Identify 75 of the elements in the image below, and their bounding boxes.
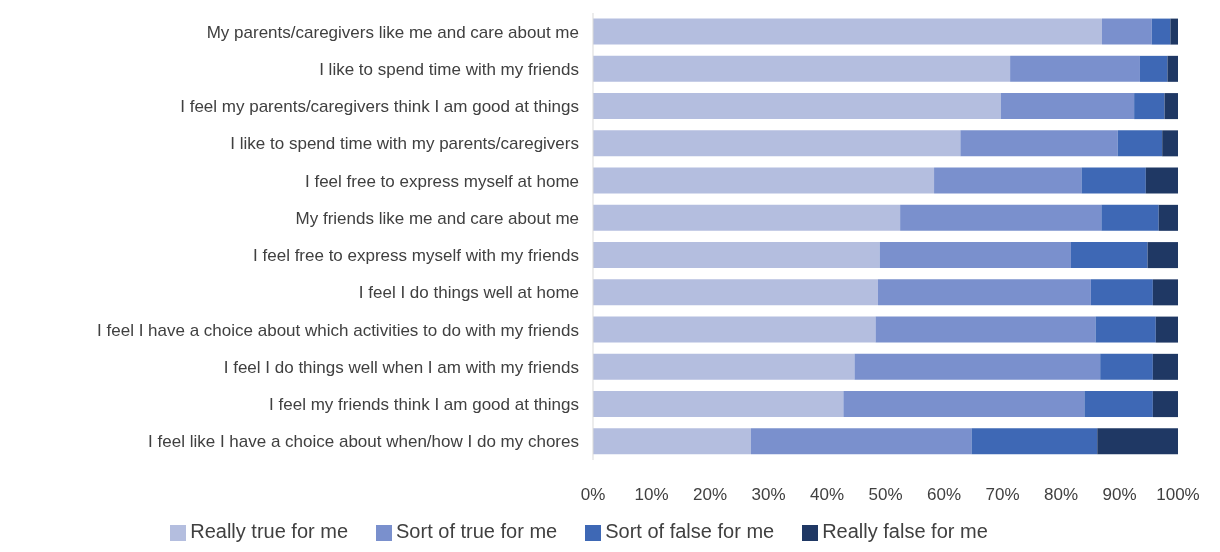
bar — [1010, 55, 1140, 82]
x-tick-label: 30% — [751, 485, 786, 505]
bar — [593, 130, 961, 157]
bar — [593, 93, 1001, 120]
x-tick-label: 50% — [868, 485, 903, 505]
x-tick-label: 0% — [580, 485, 606, 505]
bar — [1097, 428, 1178, 455]
bar — [1084, 391, 1153, 418]
bar — [593, 279, 878, 306]
y-tick-label: I feel free to express myself with my friends — [253, 246, 579, 266]
bar — [1151, 18, 1171, 45]
bar — [593, 204, 901, 231]
y-tick-label: I feel free to express myself at home — [304, 171, 579, 191]
bar — [1090, 279, 1153, 306]
y-tick-label: I feel I do things well at home — [358, 283, 579, 303]
y-tick-label: I feel my parents/caregivers think I am good at things — [180, 97, 579, 117]
x-tick-label: 60% — [926, 485, 962, 505]
bar — [1000, 93, 1135, 120]
x-tick-label: 70% — [985, 485, 1020, 505]
bar — [593, 316, 876, 343]
bar — [593, 242, 880, 269]
bar — [593, 391, 844, 418]
x-tick-label: 40% — [809, 485, 845, 505]
bar — [593, 353, 855, 380]
x-tick-label: 20% — [692, 485, 728, 505]
y-tick-label: I feel my friends think I am good at things — [269, 395, 579, 415]
bar — [1158, 204, 1178, 231]
y-tick-label: I feel like I have a choice about when/how I do my chores — [148, 432, 579, 452]
legend-label: Sort of true for me — [396, 520, 558, 542]
bar — [1101, 18, 1152, 45]
bar — [971, 428, 1098, 455]
bar — [879, 242, 1071, 269]
bar — [1162, 130, 1178, 157]
bar — [1095, 316, 1156, 343]
bar — [1139, 55, 1168, 82]
bar — [1145, 167, 1178, 194]
bar — [1170, 18, 1178, 45]
legend-label: Sort of false for me — [605, 520, 775, 542]
x-tick-label: 10% — [634, 485, 669, 505]
bar — [750, 428, 972, 455]
bar — [593, 167, 935, 194]
bar — [1167, 55, 1178, 82]
x-tick-label: 90% — [1102, 485, 1137, 505]
bar — [854, 353, 1101, 380]
bar — [1155, 316, 1178, 343]
bar — [934, 167, 1082, 194]
y-tick-label: I feel I have a choice about which activities to do with my friends — [97, 320, 579, 340]
legend-label: Really false for me — [822, 520, 988, 542]
bar — [960, 130, 1118, 157]
legend-label: Really true for me — [190, 520, 349, 542]
bar — [900, 204, 1102, 231]
y-tick-label: I feel I do things well when I am with my friends — [223, 357, 579, 377]
bar — [1152, 279, 1178, 306]
bar — [593, 55, 1011, 82]
bar — [1101, 204, 1159, 231]
y-tick-label: My parents/caregivers like me and care about me — [206, 22, 579, 42]
bar — [593, 428, 751, 455]
bar — [1070, 242, 1148, 269]
bar — [875, 316, 1096, 343]
y-tick-label: I like to spend time with my friends — [319, 59, 579, 79]
bar — [877, 279, 1091, 306]
bar — [1152, 353, 1178, 380]
bar — [1117, 130, 1163, 157]
bar — [593, 18, 1102, 45]
bar — [1147, 242, 1178, 269]
bar — [1152, 391, 1178, 418]
x-tick-label: 80% — [1043, 485, 1079, 505]
bar — [1164, 93, 1178, 120]
bar — [1100, 353, 1153, 380]
bar — [843, 391, 1085, 418]
y-tick-label: My friends like me and care about me — [295, 208, 579, 228]
bar — [1134, 93, 1165, 120]
bar — [1081, 167, 1146, 194]
y-tick-label: I like to spend time with my parents/caregivers — [230, 134, 579, 154]
x-tick-label: 100% — [1156, 485, 1200, 505]
